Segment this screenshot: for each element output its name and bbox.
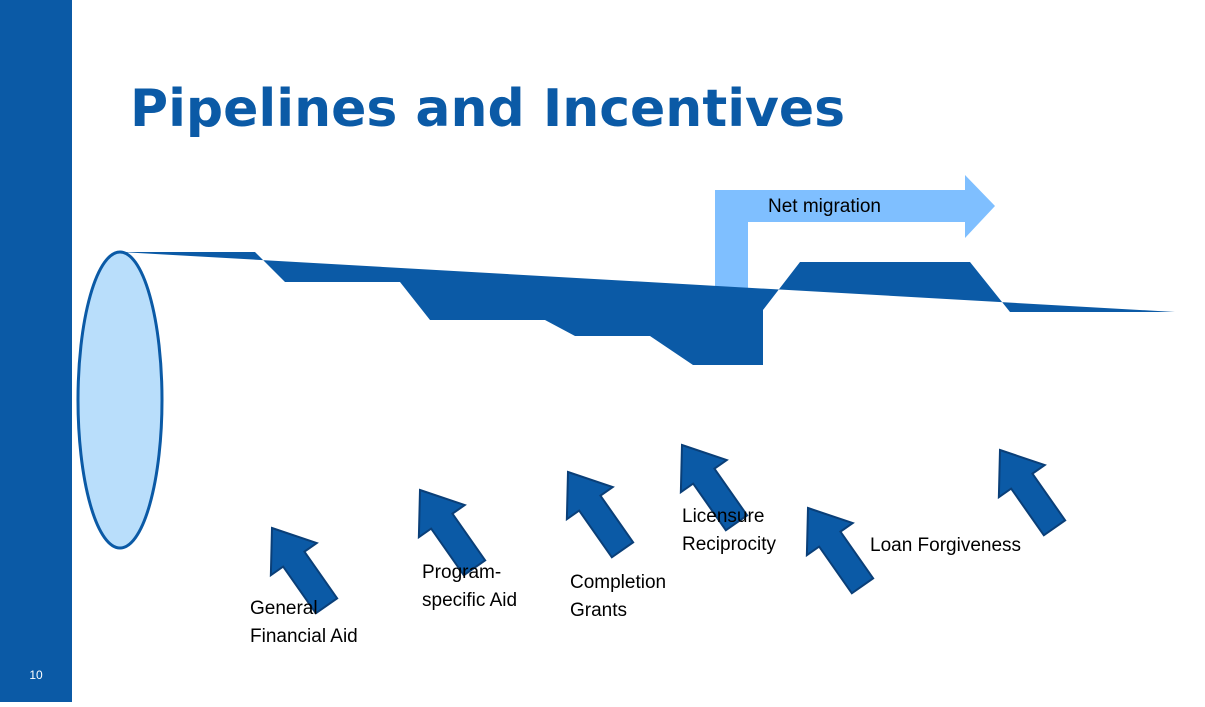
stage-label-line: Retained (1036, 350, 1124, 375)
incentive-arrow (565, 470, 635, 559)
incentive-label-line: Completion (570, 572, 666, 593)
incentive-label-line: Program- (422, 562, 501, 583)
incentive-label: Loan Forgiveness (870, 535, 1021, 556)
migration-label: Net migration (768, 196, 881, 217)
pipe-opening (76, 250, 164, 550)
stage-label-line: Employed (1031, 382, 1129, 407)
stage-label-line: HS Grad (204, 342, 229, 428)
incentive-label-line: specific Aid (422, 590, 517, 611)
stage-label: Grad (587, 367, 633, 422)
stage-label: Retained Employed (1031, 350, 1129, 407)
incentive-label-line: Reciprocity (682, 534, 776, 555)
incentive-arrow (997, 448, 1067, 537)
incentive-label: Licensure Reciprocity (682, 506, 776, 555)
stage-label-line: Lic (703, 386, 739, 423)
incentive-arrow (417, 488, 487, 577)
page-number: 10 (29, 668, 43, 682)
pipeline (120, 252, 1175, 365)
stage-label: HS Grad (204, 342, 229, 428)
stage-label: Employed (831, 364, 929, 389)
incentive-label: Program-specific Aid (422, 562, 517, 611)
stage-label-line: Grad (587, 367, 633, 422)
incentive-label: Completion Grants (570, 572, 666, 621)
stage-label-line: Employed (831, 364, 929, 389)
incentive-label: General Financial Aid (250, 598, 358, 647)
incentive-arrow (679, 443, 749, 532)
incentive-label-line: Loan Forgiveness (870, 535, 1021, 556)
incentive-label-line: Financial Aid (250, 626, 358, 647)
incentive-label-line: Licensure (682, 506, 764, 527)
incentive-arrow (269, 526, 339, 615)
incentive-label-line: Grants (570, 600, 627, 621)
stage-label: Postsec.Enroll. (275, 333, 361, 425)
slide-title: Pipelines and Incentives (130, 79, 845, 139)
incentive-label-line: General (250, 598, 318, 619)
incentive-arrow (805, 506, 875, 595)
side-bar (0, 0, 72, 702)
stage-label: Lic (703, 386, 739, 423)
